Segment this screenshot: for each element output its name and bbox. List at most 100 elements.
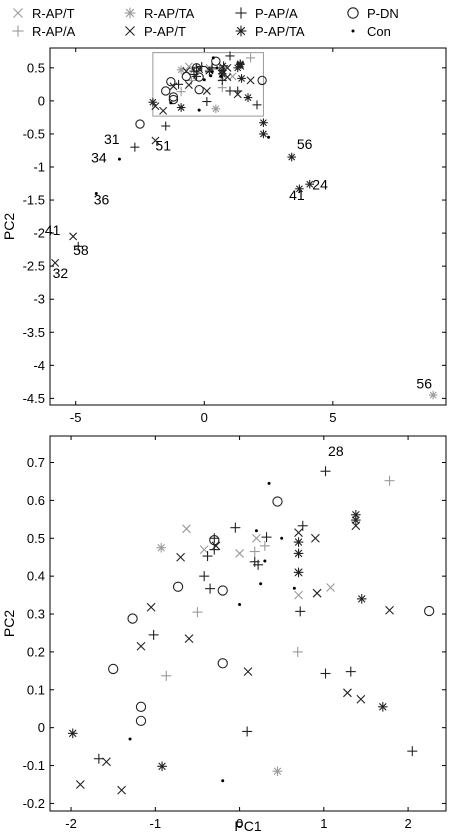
data-point [292, 646, 303, 657]
marker-circle [191, 63, 202, 73]
marker-stroke [343, 688, 352, 698]
marker-stroke [429, 391, 437, 399]
marker-circle [135, 701, 147, 712]
legend: R-AP/T R-AP/TA P-AP/A P-DN R-AP/A P-AP/T P-AP/… [12, 6, 399, 39]
marker-stroke [311, 533, 320, 543]
marker-stroke [51, 258, 60, 267]
data-point [263, 559, 267, 563]
legend-label: P-AP/TA [255, 24, 305, 39]
marker-stroke [326, 583, 335, 592]
marker-circle [272, 496, 283, 507]
y-tick-label: 0 [38, 93, 45, 108]
legend-marker-x-icon [13, 8, 23, 18]
marker-dot [267, 135, 271, 139]
data-point [168, 92, 179, 102]
marker-stroke [151, 102, 160, 111]
data-point [169, 101, 173, 105]
marker-stroke [385, 605, 394, 615]
data-point [292, 586, 296, 590]
y-tick-label: -3 [33, 292, 45, 307]
marker-dot [202, 78, 206, 82]
data-point [199, 571, 210, 582]
y-tick-label: -2 [33, 226, 45, 241]
data-point [174, 79, 184, 89]
data-point [261, 532, 272, 543]
y-tick-label: 0.4 [27, 569, 45, 584]
data-point [168, 94, 179, 105]
marker-stroke [125, 26, 135, 36]
marker-dot [259, 582, 263, 586]
marker-stroke [288, 153, 296, 161]
data-point [130, 142, 140, 152]
point-annotation: 56 [297, 136, 313, 152]
data-point [252, 533, 261, 543]
marker-stroke [68, 729, 77, 738]
legend-item: P-AP/A [235, 6, 298, 21]
data-point [211, 56, 215, 60]
data-point [272, 766, 283, 777]
marker-stroke [146, 602, 156, 612]
marker-stroke [228, 72, 237, 81]
data-point [73, 241, 83, 251]
data-point [217, 658, 228, 669]
point-annotation: 51 [155, 137, 171, 153]
x-tick-label: 0 [201, 410, 208, 425]
data-point [192, 607, 203, 618]
y-tick-label: 0.2 [27, 644, 45, 659]
marker-stroke [357, 595, 366, 603]
data-point [172, 581, 184, 592]
point-annotation: 24 [312, 176, 328, 192]
legend-item: P-AP/T [125, 24, 186, 39]
marker-stroke [75, 780, 85, 789]
marker-stroke [199, 545, 209, 555]
marker-circle [108, 663, 119, 675]
data-point [211, 56, 221, 66]
data-point [202, 97, 212, 107]
data-point [233, 63, 243, 73]
data-point [253, 559, 264, 570]
marker-stroke [259, 130, 267, 138]
x-tick-label: -5 [70, 410, 82, 425]
marker-stroke [356, 694, 366, 704]
data-point [135, 715, 147, 726]
marker-stroke [69, 232, 78, 241]
point-annotation: 56 [416, 375, 432, 391]
data-point [197, 62, 207, 72]
marker-stroke [259, 119, 267, 127]
y-tick-label: 0.5 [27, 531, 45, 546]
data-point [161, 121, 171, 131]
data-point [209, 544, 220, 555]
y-tick-label: -4 [33, 358, 45, 373]
data-point [156, 542, 167, 553]
top-scatter-panel: -5 0 5 0.5 0 -0.5 -1 -1.5 -2 -2.5 -3 -3.5 -4 -4.5 PC2 5… [1, 47, 447, 425]
y-tick-label: -1.5 [23, 193, 45, 208]
data-point [181, 71, 191, 82]
marker-circle [135, 119, 145, 129]
data-point [202, 86, 211, 95]
data-point [161, 86, 171, 96]
data-point [423, 605, 435, 617]
marker-stroke [246, 76, 255, 85]
marker-stroke [294, 590, 303, 600]
data-point [295, 184, 304, 194]
data-point [93, 753, 104, 764]
y-tick-label: 0.1 [27, 682, 45, 697]
legend-item: R-AP/A [12, 24, 76, 39]
data-point [267, 135, 271, 139]
marker-dot [219, 74, 223, 78]
marker-circle [166, 77, 176, 87]
legend-item: R-AP/TA [124, 6, 195, 21]
data-point [259, 118, 268, 128]
marker-stroke [176, 552, 185, 562]
marker-circle [209, 535, 220, 546]
series-p-ap-a [73, 51, 262, 251]
marker-circle [194, 72, 204, 82]
data-point [259, 582, 263, 586]
marker-circle [127, 613, 138, 624]
data-point [320, 466, 331, 477]
series-p-ap-ta [67, 509, 388, 772]
y-tick-label: -0.2 [23, 796, 45, 811]
point-annotation: 36 [94, 192, 110, 208]
data-point [135, 701, 147, 712]
marker-stroke [182, 524, 191, 534]
